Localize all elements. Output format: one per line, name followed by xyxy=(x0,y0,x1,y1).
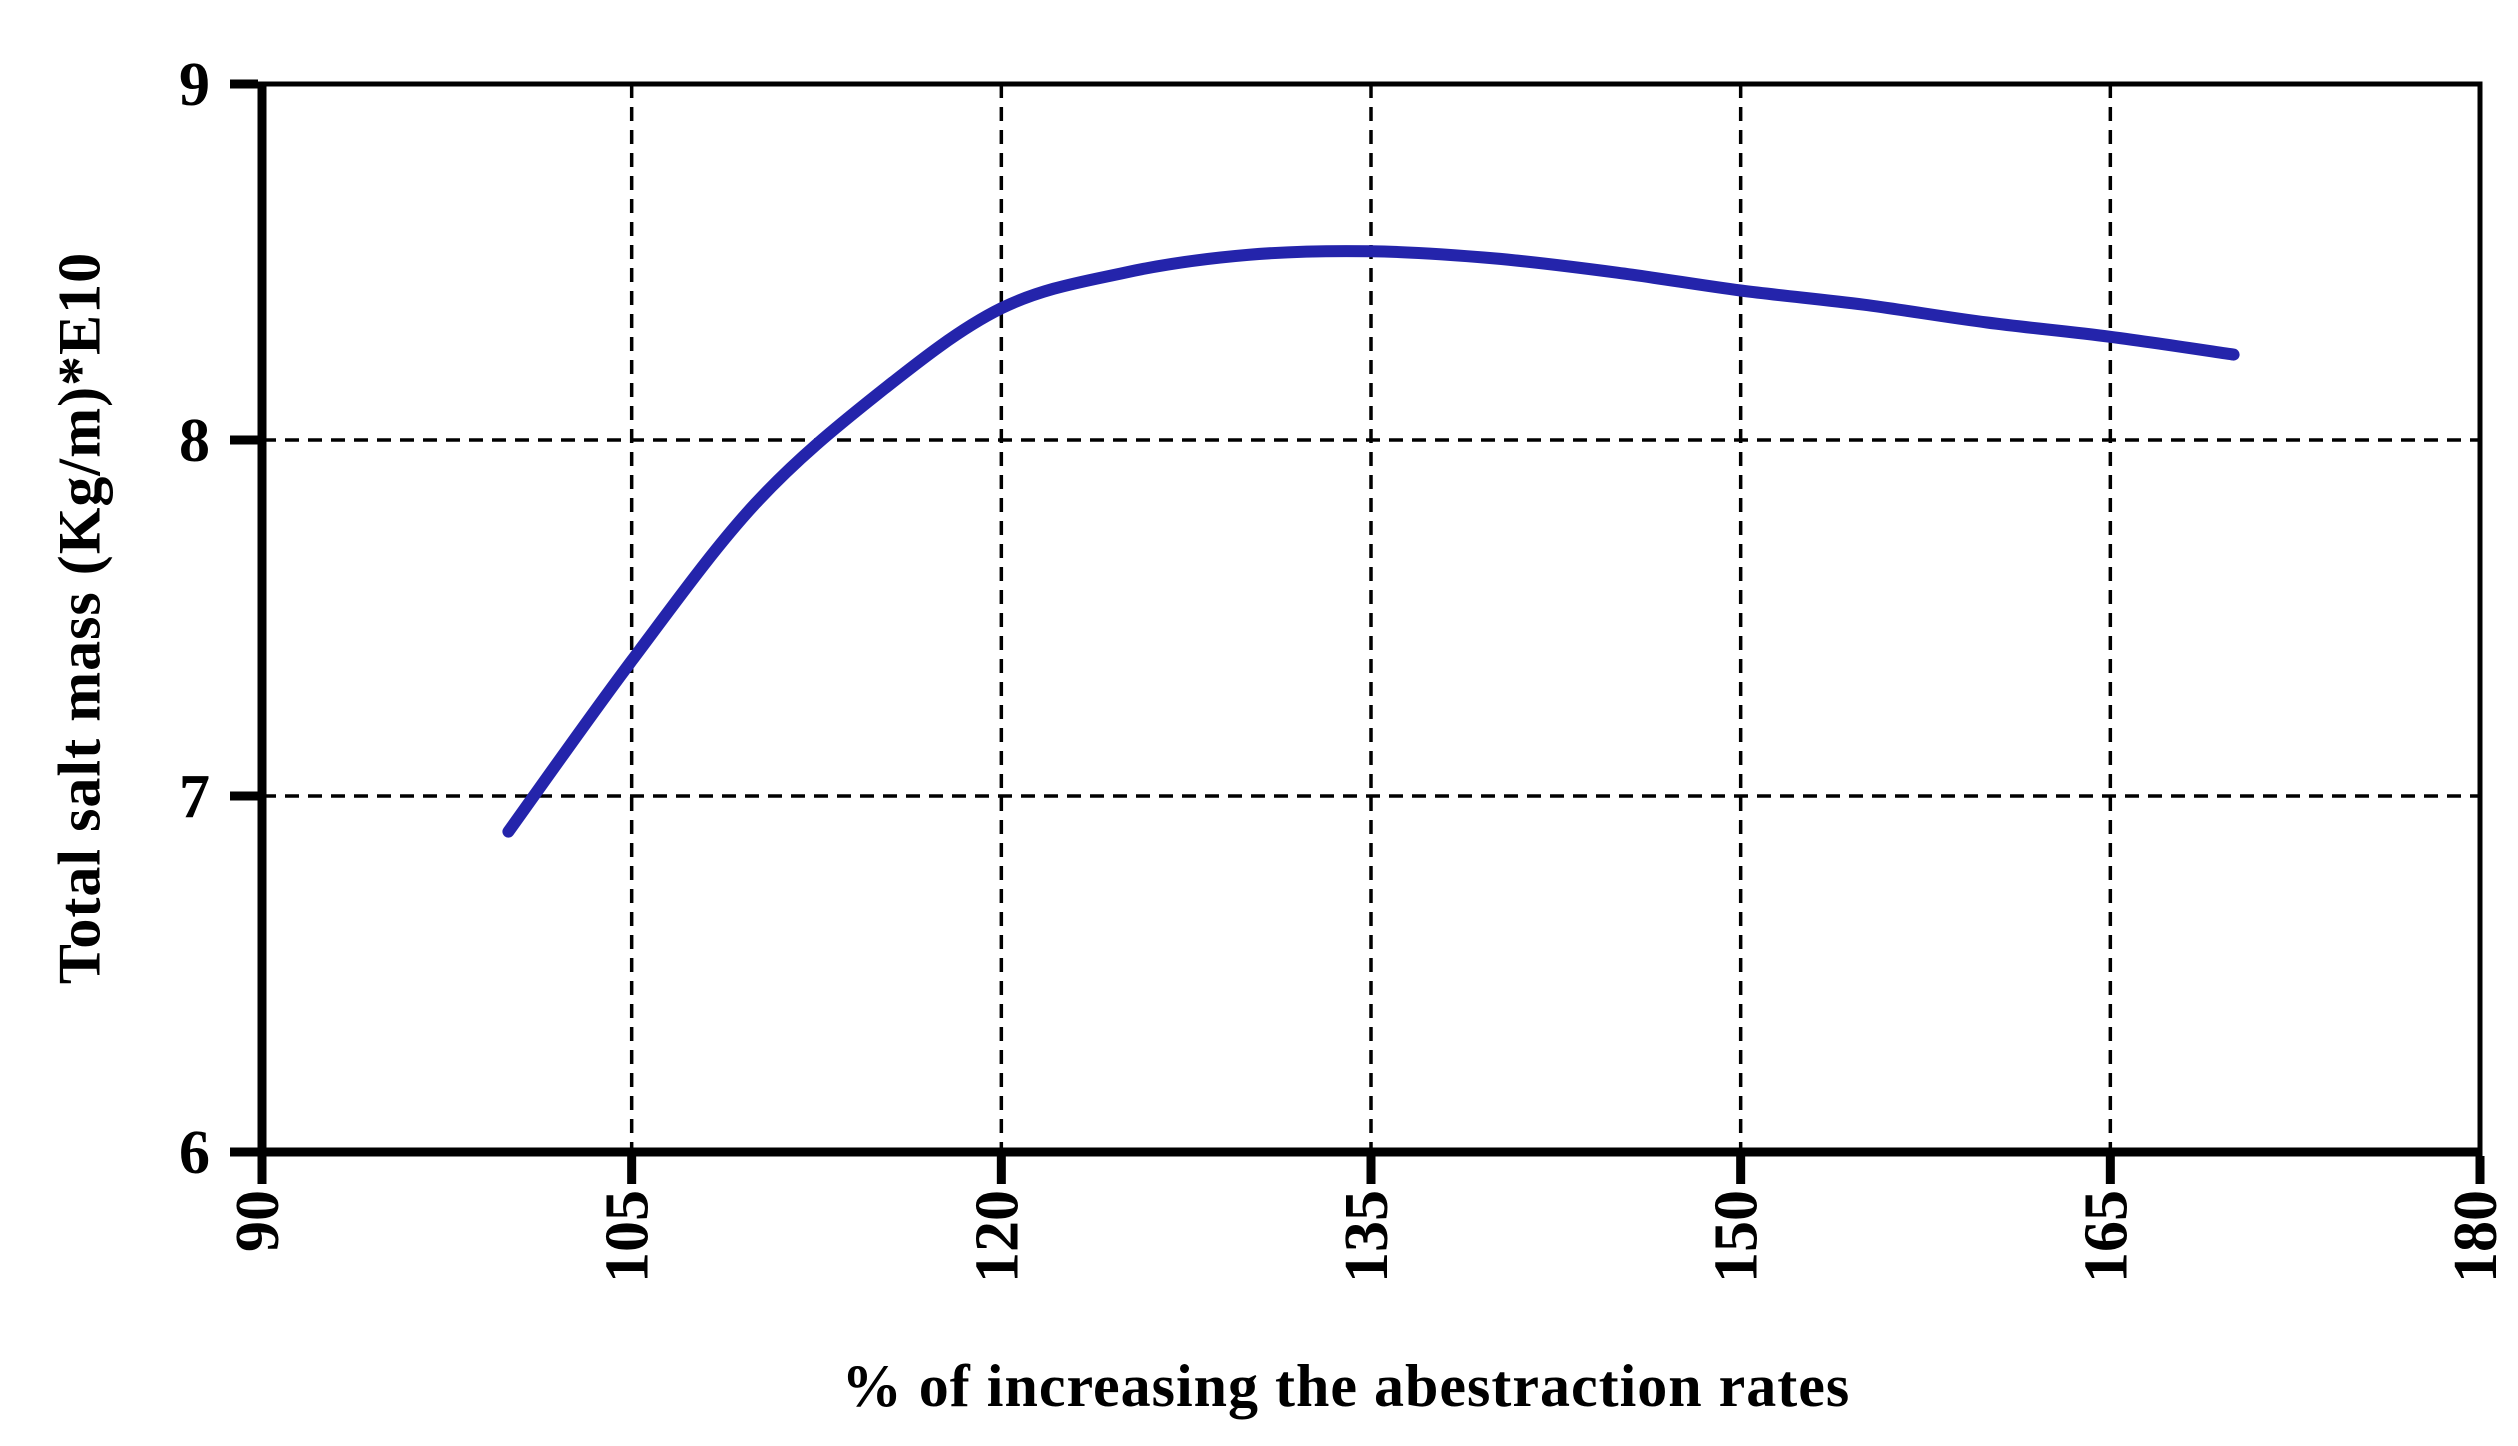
y-tick-label: 9 xyxy=(179,51,210,119)
x-tick-label: 120 xyxy=(963,1190,1031,1283)
y-tick-label: 7 xyxy=(179,763,210,831)
x-tick-label: 150 xyxy=(1703,1190,1771,1283)
y-tick-label: 6 xyxy=(179,1119,210,1187)
x-tick-label: 180 xyxy=(2442,1190,2510,1283)
x-axis-title: % of increasing the abestraction rates xyxy=(841,1353,1851,1419)
x-tick-label: 90 xyxy=(224,1190,292,1252)
data-curve xyxy=(502,245,2240,838)
x-tick-label: 105 xyxy=(594,1190,662,1283)
y-tick-label: 8 xyxy=(179,407,210,475)
y-axis-title: Total salt mass (Kg/m)*E10 xyxy=(46,251,113,985)
x-tick-label: 165 xyxy=(2072,1190,2140,1283)
x-tick-label: 135 xyxy=(1333,1190,1401,1283)
